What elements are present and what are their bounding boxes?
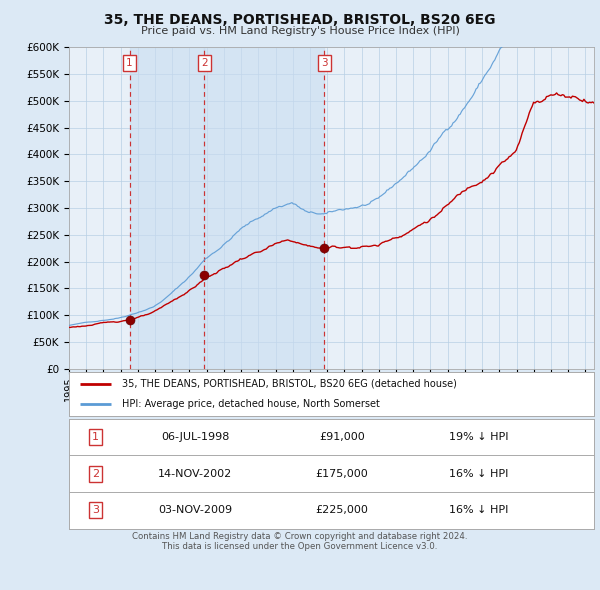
Text: 2: 2 [92, 469, 99, 478]
Text: £175,000: £175,000 [316, 469, 368, 478]
Text: This data is licensed under the Open Government Licence v3.0.: This data is licensed under the Open Gov… [163, 542, 437, 550]
Text: 03-NOV-2009: 03-NOV-2009 [158, 506, 232, 515]
Bar [130, 47, 205, 369]
Text: Contains HM Land Registry data © Crown copyright and database right 2024.: Contains HM Land Registry data © Crown c… [132, 532, 468, 540]
Text: 1: 1 [92, 432, 99, 442]
Text: 14-NOV-2002: 14-NOV-2002 [158, 469, 232, 478]
Text: 3: 3 [321, 58, 328, 68]
Text: £225,000: £225,000 [316, 506, 368, 515]
Text: 19% ↓ HPI: 19% ↓ HPI [449, 432, 508, 442]
Text: 3: 3 [92, 506, 99, 515]
Text: 35, THE DEANS, PORTISHEAD, BRISTOL, BS20 6EG: 35, THE DEANS, PORTISHEAD, BRISTOL, BS20… [104, 13, 496, 27]
Text: 16% ↓ HPI: 16% ↓ HPI [449, 469, 508, 478]
Bar [205, 47, 325, 369]
Text: 16% ↓ HPI: 16% ↓ HPI [449, 506, 508, 515]
Text: 06-JUL-1998: 06-JUL-1998 [161, 432, 229, 442]
Text: 2: 2 [201, 58, 208, 68]
Text: 35, THE DEANS, PORTISHEAD, BRISTOL, BS20 6EG (detached house): 35, THE DEANS, PORTISHEAD, BRISTOL, BS20… [121, 379, 457, 389]
Text: £91,000: £91,000 [319, 432, 365, 442]
Text: Price paid vs. HM Land Registry's House Price Index (HPI): Price paid vs. HM Land Registry's House … [140, 26, 460, 36]
Text: HPI: Average price, detached house, North Somerset: HPI: Average price, detached house, Nort… [121, 399, 379, 409]
Text: 1: 1 [126, 58, 133, 68]
